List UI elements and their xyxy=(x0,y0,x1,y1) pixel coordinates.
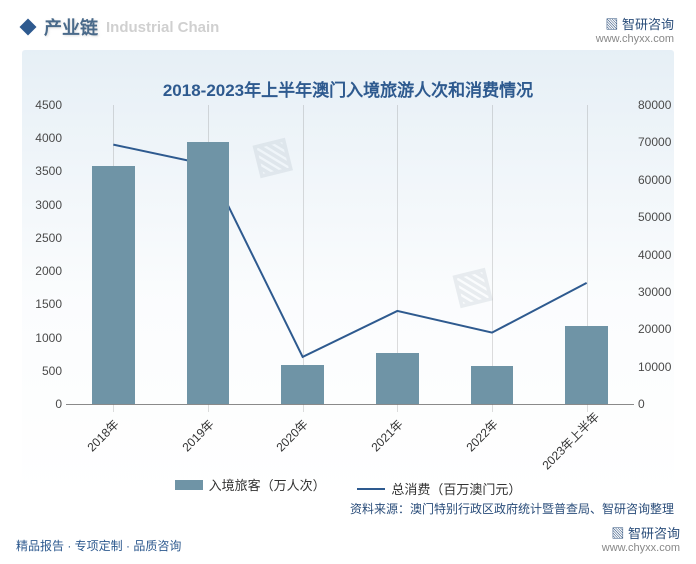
x-axis-label: 2019年 xyxy=(178,416,217,455)
y-left-tick: 3000 xyxy=(28,198,62,212)
y-right-tick: 50000 xyxy=(638,210,678,224)
y-left-tick: 4500 xyxy=(28,98,62,112)
y-left-tick: 1500 xyxy=(28,297,62,311)
footer-brand-url: www.chyxx.com xyxy=(602,542,680,554)
bar xyxy=(187,142,230,404)
bar xyxy=(565,326,608,404)
y-right-tick: 70000 xyxy=(638,135,678,149)
y-left-tick: 0 xyxy=(28,397,62,411)
x-axis-label: 2022年 xyxy=(462,416,501,455)
section-title-zh: 产业链 xyxy=(44,14,98,40)
footer-right: ▧ 智研咨询 www.chyxx.com xyxy=(602,523,680,554)
y-right-tick: 80000 xyxy=(638,98,678,112)
bar xyxy=(471,366,514,404)
bar xyxy=(281,365,324,404)
plot-area: 0500100015002000250030003500400045000100… xyxy=(66,105,634,405)
y-left-tick: 4000 xyxy=(28,131,62,145)
brand-icon: ▧ xyxy=(611,526,628,541)
footer-bar: 精品报告 · 专项定制 · 品质咨询 ▧ 智研咨询 www.chyxx.com xyxy=(0,517,696,564)
line-series-svg xyxy=(66,105,634,404)
brand-url: www.chyxx.com xyxy=(596,33,674,45)
x-axis-label: 2018年 xyxy=(83,416,122,455)
bar xyxy=(376,353,419,404)
y-right-tick: 30000 xyxy=(638,285,678,299)
diamond-icon xyxy=(20,19,37,36)
header-bar: 产业链 Industrial Chain ▧ 智研咨询 www.chyxx.co… xyxy=(0,0,696,50)
legend-swatch-bar xyxy=(175,480,203,490)
x-axis-labels: 2018年 2019年 2020年 2021年 2022年 2023年上半年 xyxy=(66,409,634,479)
y-right-tick: 10000 xyxy=(638,360,678,374)
x-axis-label: 2021年 xyxy=(367,416,406,455)
header-right: ▧ 智研咨询 www.chyxx.com xyxy=(596,14,674,45)
footer-tagline: 精品报告 · 专项定制 · 品质咨询 xyxy=(16,537,181,554)
y-left-tick: 2500 xyxy=(28,231,62,245)
y-left-tick: 2000 xyxy=(28,264,62,278)
y-right-tick: 40000 xyxy=(638,248,678,262)
legend-swatch-line xyxy=(357,488,385,490)
legend-label-line: 总消费（百万澳门元） xyxy=(391,479,521,498)
data-source: 资料来源：澳门特别行政区政府统计暨普查局、智研咨询整理 xyxy=(0,500,674,517)
brand-icon: ▧ xyxy=(605,17,622,32)
header-left: 产业链 Industrial Chain xyxy=(22,14,219,40)
y-right-tick: 20000 xyxy=(638,322,678,336)
y-left-tick: 1000 xyxy=(28,331,62,345)
legend-item-line: 总消费（百万澳门元） xyxy=(357,479,521,498)
chart-title: 2018-2023年上半年澳门入境旅游人次和消费情况 xyxy=(22,76,674,101)
chart-container: 2018-2023年上半年澳门入境旅游人次和消费情况 ▧ ▧ 050010001… xyxy=(22,50,674,498)
y-right-tick: 0 xyxy=(638,397,678,411)
line-series xyxy=(113,145,586,357)
y-left-tick: 500 xyxy=(28,364,62,378)
y-left-tick: 3500 xyxy=(28,164,62,178)
y-right-tick: 60000 xyxy=(638,173,678,187)
section-title-en: Industrial Chain xyxy=(106,19,219,36)
x-axis-label: 2023年上半年 xyxy=(538,409,603,474)
bar xyxy=(92,166,135,404)
x-axis-label: 2020年 xyxy=(272,416,311,455)
brand-name: ▧ 智研咨询 xyxy=(596,14,674,33)
footer-brand: ▧ 智研咨询 xyxy=(602,523,680,542)
